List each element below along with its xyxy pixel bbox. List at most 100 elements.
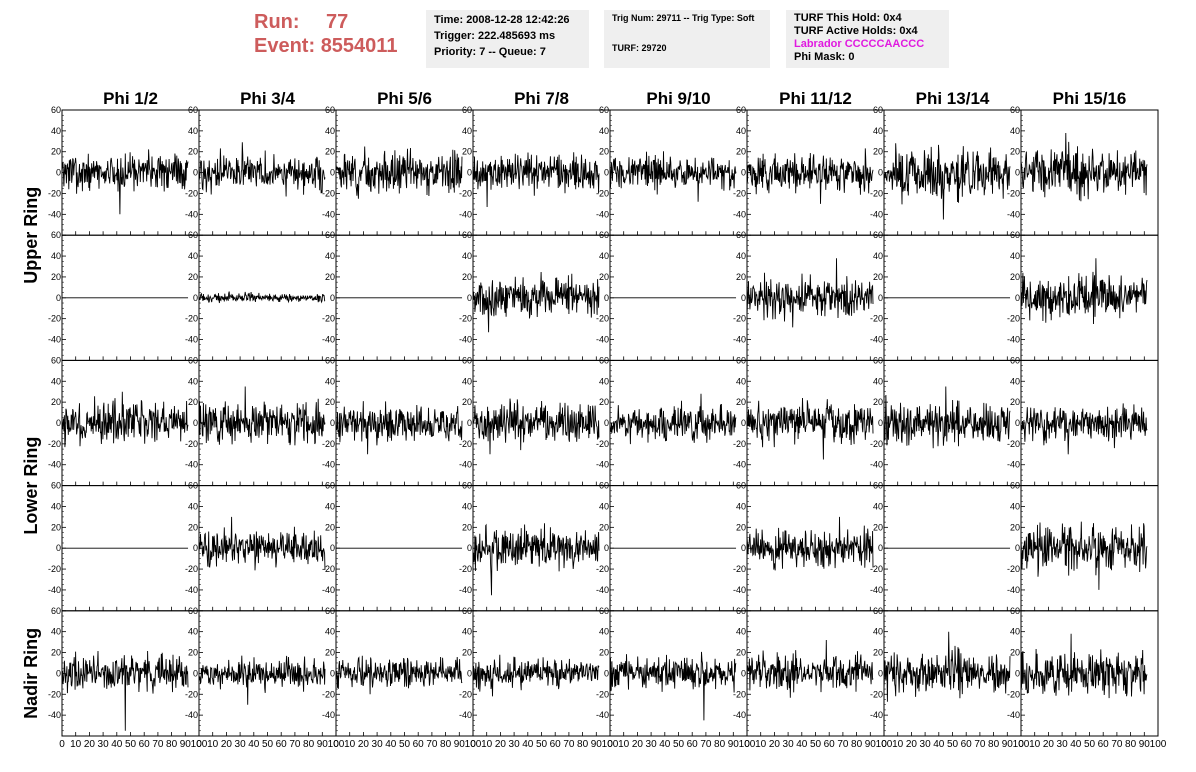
xtick-label-c5-1: 10: [755, 739, 767, 750]
ytick-label-r4-c6-2: -20: [870, 689, 883, 699]
xtick-label-c3-10: 100: [602, 739, 619, 750]
ytick-label-r1-c4-2: -20: [596, 314, 609, 324]
xtick-label-c2-3: 30: [372, 739, 384, 750]
column-header-1: Phi 3/4: [240, 89, 295, 108]
ytick-label-r2-c5-6: 60: [736, 355, 746, 365]
xtick-label-c6-7: 70: [974, 739, 986, 750]
waveform-r0-c6: [883, 143, 1011, 220]
ytick-label-r4-c4-5: 40: [599, 627, 609, 637]
ytick-label-r2-c4-4: 20: [599, 397, 609, 407]
ytick-label-r2-c0-3: 0: [56, 418, 61, 428]
ytick-label-r1-c0-5: 40: [51, 251, 61, 261]
turf-active-text: TURF Active Holds: 0x4: [794, 25, 918, 37]
ytick-label-r4-c1-4: 20: [188, 648, 198, 658]
xtick-label-c3-9: 90: [591, 739, 603, 750]
phi-mask-text: Phi Mask: 0: [794, 51, 855, 63]
ytick-label-r1-c5-1: -40: [733, 335, 746, 345]
waveform-r1-c1: [198, 291, 326, 304]
ytick-label-r4-c4-2: -20: [596, 689, 609, 699]
ytick-label-r0-c1-3: 0: [193, 168, 198, 178]
ytick-label-r4-c0-3: 0: [56, 668, 61, 678]
ytick-label-r0-c6-4: 20: [873, 147, 883, 157]
xtick-label-c7-6: 60: [1098, 739, 1110, 750]
xtick-label-c3-8: 80: [577, 739, 589, 750]
xtick-label-c6-0: 0: [881, 739, 887, 750]
ytick-label-r2-c1-4: 20: [188, 397, 198, 407]
ytick-label-r2-c0-6: 60: [51, 355, 61, 365]
waveform-r2-c5: [746, 397, 874, 460]
ytick-label-r3-c7-5: 40: [1010, 501, 1020, 511]
waveform-r0-c3: [472, 152, 600, 208]
ytick-label-r4-c7-3: 0: [1015, 668, 1020, 678]
ytick-label-r2-c3-2: -20: [459, 439, 472, 449]
xtick-label-c6-9: 90: [1002, 739, 1014, 750]
ytick-label-r3-c4-1: -40: [596, 585, 609, 595]
ytick-label-r2-c3-3: 0: [467, 418, 472, 428]
ytick-label-r1-c6-4: 20: [873, 272, 883, 282]
ytick-label-r4-c7-5: 40: [1010, 627, 1020, 637]
ytick-label-r3-c6-4: 20: [873, 522, 883, 532]
ytick-label-r4-c0-4: 20: [51, 648, 61, 658]
xtick-label-c7-4: 40: [1070, 739, 1082, 750]
xtick-label-c5-0: 0: [744, 739, 750, 750]
xtick-label-c6-6: 60: [961, 739, 973, 750]
xtick-label-c7-10: 100: [1150, 739, 1167, 750]
ytick-label-r3-c2-4: 20: [325, 522, 335, 532]
ytick-label-r4-c1-6: 60: [188, 606, 198, 616]
run-event-block: Run: 77 Event: 8554011: [254, 10, 397, 58]
ytick-label-r4-c0-2: -20: [48, 689, 61, 699]
ytick-label-r1-c3-4: 20: [462, 272, 472, 282]
column-header-3: Phi 7/8: [514, 89, 569, 108]
ytick-label-r4-c1-5: 40: [188, 627, 198, 637]
ytick-label-r1-c4-1: -40: [596, 335, 609, 345]
ytick-label-r4-c2-1: -40: [322, 710, 335, 720]
ytick-label-r4-c1-2: -20: [185, 689, 198, 699]
ytick-label-r0-c7-6: 60: [1010, 105, 1020, 115]
ytick-label-r0-c1-1: -40: [185, 209, 198, 219]
xtick-label-c7-8: 80: [1125, 739, 1137, 750]
ytick-label-r0-c4-5: 40: [599, 126, 609, 136]
ytick-label-r2-c2-3: 0: [330, 418, 335, 428]
waveform-r0-c5: [746, 148, 874, 204]
ytick-label-r0-c6-2: -20: [870, 188, 883, 198]
ytick-label-r2-c0-5: 40: [51, 376, 61, 386]
waveform-r4-c4: [609, 651, 737, 721]
ytick-label-r1-c7-1: -40: [1007, 335, 1020, 345]
waveform-r4-c7: [1020, 633, 1148, 699]
ytick-label-r4-c3-3: 0: [467, 668, 472, 678]
ytick-label-r2-c6-3: 0: [878, 418, 883, 428]
waveform-r0-c0: [61, 149, 189, 215]
ytick-label-r0-c5-4: 20: [736, 147, 746, 157]
ytick-label-r4-c3-6: 60: [462, 606, 472, 616]
xtick-label-c2-9: 90: [454, 739, 466, 750]
ytick-label-r2-c6-6: 60: [873, 355, 883, 365]
ytick-label-r1-c6-5: 40: [873, 251, 883, 261]
ytick-label-r0-c2-5: 40: [325, 126, 335, 136]
ytick-label-r0-c4-2: -20: [596, 188, 609, 198]
ytick-label-r3-c4-2: -20: [596, 564, 609, 574]
ytick-label-r4-c4-1: -40: [596, 710, 609, 720]
time-info-box: Time: 2008-12-28 12:42:26 Trigger: 222.4…: [426, 10, 589, 68]
xtick-label-c0-9: 90: [180, 739, 192, 750]
ytick-label-r2-c7-1: -40: [1007, 460, 1020, 470]
xtick-label-c3-5: 50: [536, 739, 548, 750]
ytick-label-r0-c1-5: 40: [188, 126, 198, 136]
waveform-r2-c7: [1020, 403, 1148, 455]
ytick-label-r0-c6-5: 40: [873, 126, 883, 136]
ytick-label-r1-c2-6: 60: [325, 230, 335, 240]
xtick-label-c6-3: 30: [920, 739, 932, 750]
xtick-label-c6-2: 20: [906, 739, 918, 750]
ytick-label-r2-c5-1: -40: [733, 460, 746, 470]
ytick-label-r1-c0-6: 60: [51, 230, 61, 240]
event-line: Event: 8554011: [254, 34, 397, 58]
ytick-label-r3-c2-6: 60: [325, 481, 335, 491]
ytick-label-r2-c6-2: -20: [870, 439, 883, 449]
ytick-label-r4-c6-4: 20: [873, 648, 883, 658]
ytick-label-r1-c2-3: 0: [330, 293, 335, 303]
ytick-label-r3-c2-1: -40: [322, 585, 335, 595]
ytick-label-r4-c4-4: 20: [599, 648, 609, 658]
ytick-label-r0-c2-6: 60: [325, 105, 335, 115]
ytick-label-r0-c0-4: 20: [51, 147, 61, 157]
ytick-label-r2-c1-2: -20: [185, 439, 198, 449]
